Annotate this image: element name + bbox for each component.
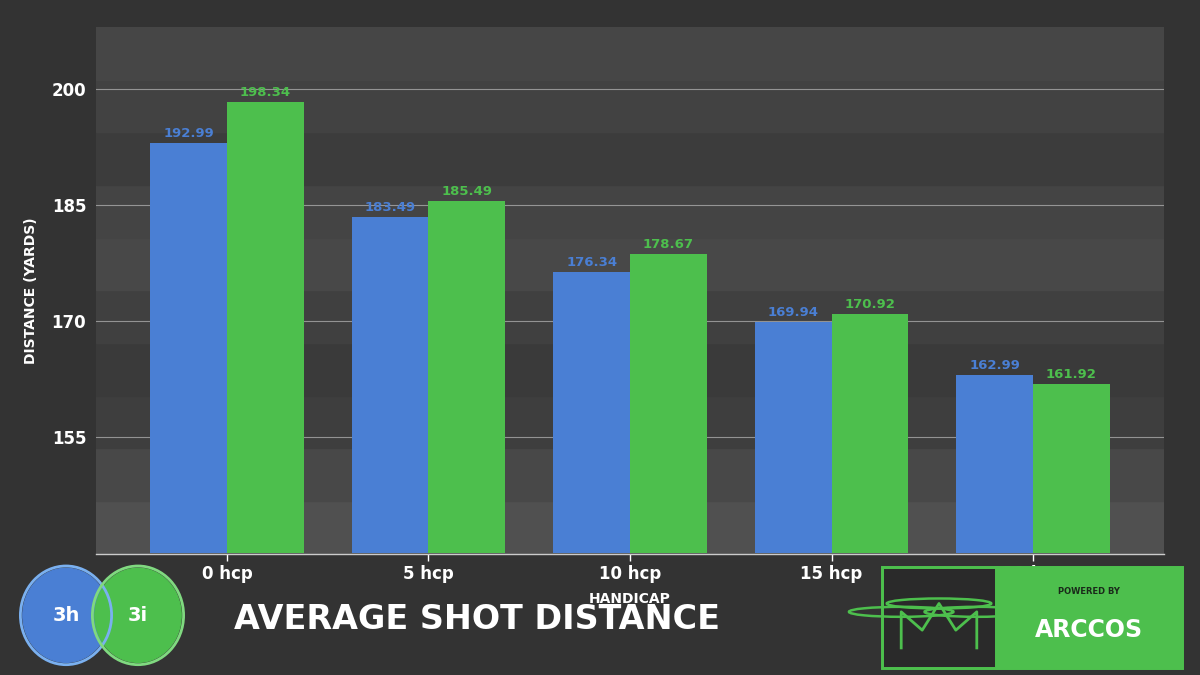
Text: POWERED BY: POWERED BY	[1058, 587, 1120, 596]
Bar	[1033, 384, 1110, 554]
Text: 185.49: 185.49	[442, 185, 492, 198]
Bar	[96, 501, 1164, 554]
Text: 161.92: 161.92	[1046, 368, 1097, 381]
Bar	[150, 143, 227, 554]
Text: 169.94: 169.94	[768, 306, 818, 319]
Text: 3i: 3i	[128, 606, 148, 625]
Ellipse shape	[23, 568, 109, 662]
Text: ARCCOS: ARCCOS	[1034, 618, 1144, 642]
Bar	[96, 290, 1164, 343]
X-axis label: HANDICAP: HANDICAP	[589, 592, 671, 605]
Text: 176.34: 176.34	[566, 256, 617, 269]
Bar	[227, 102, 304, 553]
Bar	[96, 132, 1164, 185]
Text: 183.49: 183.49	[365, 200, 415, 214]
FancyBboxPatch shape	[882, 567, 996, 668]
Text: 162.99: 162.99	[970, 359, 1020, 373]
Bar	[96, 238, 1164, 290]
Ellipse shape	[95, 568, 181, 662]
Bar	[96, 80, 1164, 132]
Text: 192.99: 192.99	[163, 127, 214, 140]
Bar	[956, 375, 1033, 554]
Text: 170.92: 170.92	[845, 298, 895, 311]
Bar	[352, 217, 428, 554]
Bar	[96, 448, 1164, 501]
Bar	[553, 272, 630, 554]
Bar	[96, 343, 1164, 396]
Bar	[832, 314, 908, 554]
Bar	[96, 185, 1164, 238]
Bar	[96, 27, 1164, 80]
Text: 3h: 3h	[53, 606, 79, 625]
Bar	[428, 201, 505, 554]
Text: AVERAGE SHOT DISTANCE: AVERAGE SHOT DISTANCE	[234, 603, 720, 637]
Y-axis label: DISTANCE (YARDS): DISTANCE (YARDS)	[24, 217, 37, 364]
Bar	[630, 254, 707, 554]
Bar	[755, 322, 832, 554]
FancyBboxPatch shape	[996, 567, 1182, 668]
Text: 198.34: 198.34	[240, 86, 290, 99]
Text: 178.67: 178.67	[643, 238, 694, 251]
Bar	[96, 396, 1164, 448]
